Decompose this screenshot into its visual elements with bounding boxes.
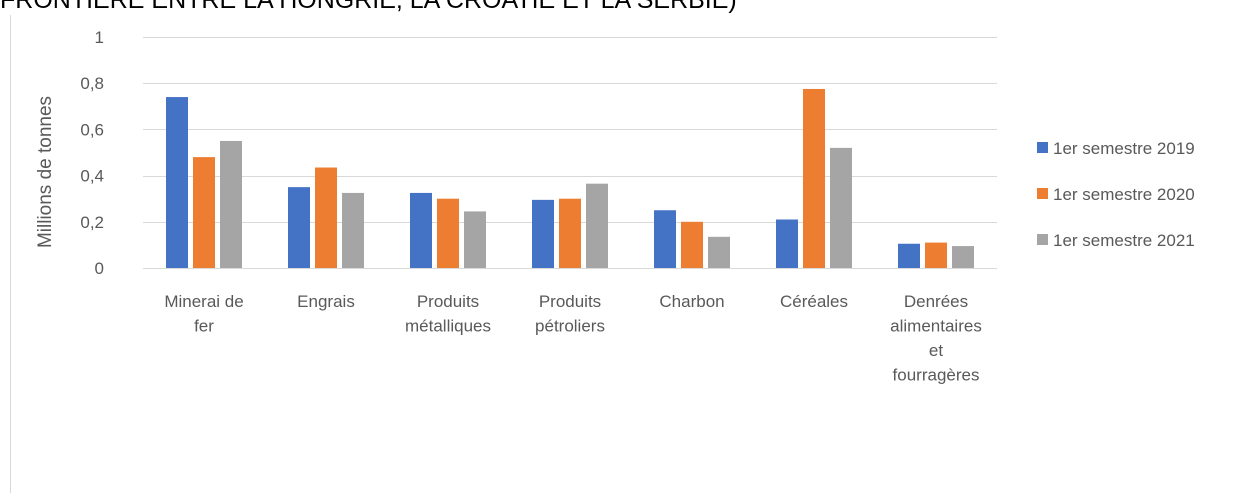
chart-title: FRONTIÈRE ENTRE LA HONGRIE, LA CROATIE E… [0, 0, 737, 14]
bar [654, 210, 676, 268]
legend-label: 1er semestre 2021 [1053, 231, 1195, 250]
bar [708, 236, 730, 268]
y-axis-ticks: 0 0,2 0,4 0,6 0,8 1 [80, 28, 104, 278]
x-tick-label: Produits pétroliers [535, 292, 605, 336]
bar [681, 221, 703, 268]
bar [952, 246, 974, 268]
bars [166, 88, 974, 268]
y-tick-label: 0,2 [80, 213, 104, 232]
x-tick-label: Charbon [659, 292, 724, 311]
legend-swatch [1037, 188, 1048, 199]
x-tick-label: Céréales [780, 292, 848, 311]
y-tick-label: 0,6 [80, 120, 104, 139]
x-tick-label: Engrais [297, 292, 355, 311]
bar [220, 140, 242, 268]
x-tick-label: Produits métalliques [405, 292, 491, 336]
bar [464, 211, 486, 268]
legend: 1er semestre 2019 1er semestre 2020 1er se… [1037, 139, 1195, 250]
x-axis-ticks: Minerai de fer Engrais Produits métalliques P… [164, 292, 982, 385]
bar [898, 243, 920, 268]
bar [776, 219, 798, 268]
y-tick-label: 0 [95, 259, 104, 278]
legend-swatch [1037, 142, 1048, 153]
bar [315, 167, 337, 268]
bar [586, 183, 608, 268]
y-tick-label: 1 [95, 28, 104, 47]
legend-label: 1er semestre 2019 [1053, 139, 1195, 158]
bar [830, 147, 852, 268]
bar [559, 198, 581, 268]
x-tick-label: Minerai de fer [164, 292, 243, 336]
bar [925, 242, 947, 268]
bar [193, 157, 215, 268]
y-tick-label: 0,4 [80, 167, 104, 186]
bar [532, 199, 554, 268]
bar [288, 187, 310, 268]
bar [803, 88, 825, 268]
y-axis-title: Millions de tonnes [35, 96, 56, 248]
bar [437, 198, 459, 268]
x-tick-label: Denrées alimentaires et fourragères [890, 292, 982, 385]
bar [166, 97, 188, 268]
legend-label: 1er semestre 2020 [1053, 185, 1195, 204]
legend-swatch [1037, 234, 1048, 245]
bar [342, 192, 364, 268]
y-tick-label: 0,8 [80, 74, 104, 93]
bar [410, 192, 432, 268]
